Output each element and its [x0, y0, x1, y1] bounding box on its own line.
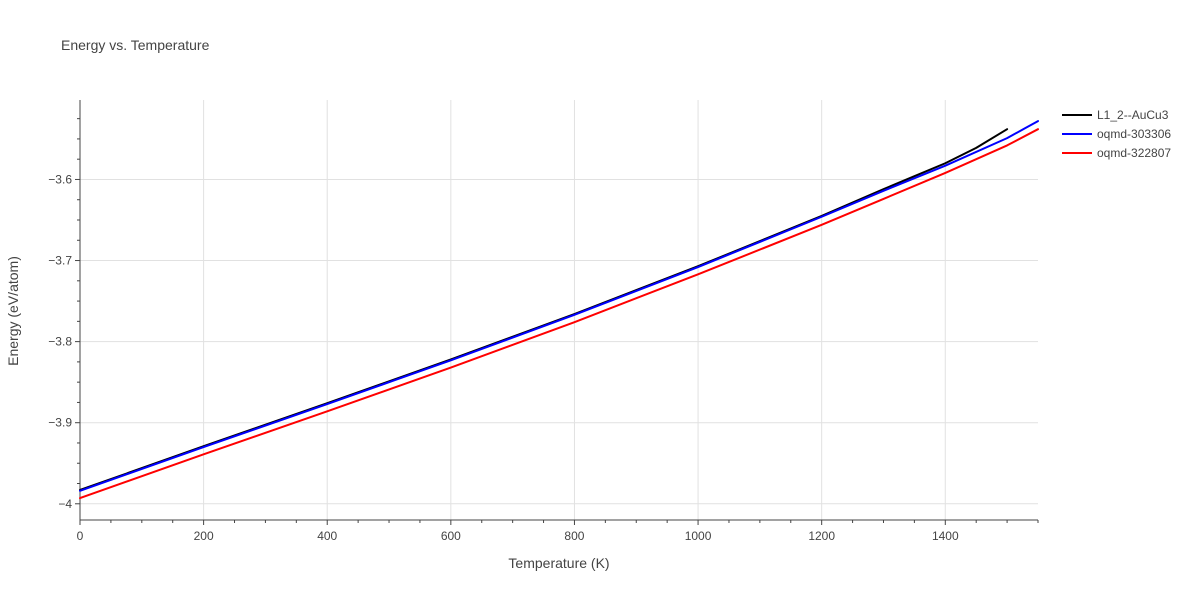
y-axis-title: Energy (eV/atom) [5, 256, 21, 366]
series-line-l1-2-aucu3[interactable] [79, 128, 1009, 491]
series-line-oqmd-303306[interactable] [79, 120, 1039, 492]
legend[interactable]: L1_2--AuCu3 oqmd-303306 oqmd-322807 [1062, 108, 1171, 160]
series-layer [79, 120, 1039, 500]
legend-item[interactable]: oqmd-303306 [1062, 127, 1171, 141]
legend-label: L1_2--AuCu3 [1097, 108, 1169, 122]
y-tick-label: −3.7 [48, 254, 72, 268]
x-tick-label: 200 [194, 529, 214, 543]
x-tick-label: 1200 [808, 529, 835, 543]
x-tick-label: 600 [441, 529, 461, 543]
grid-layer [80, 100, 1038, 520]
legend-label: oqmd-322807 [1097, 146, 1171, 160]
x-tick-label: 800 [564, 529, 584, 543]
x-tick-label: 1000 [685, 529, 712, 543]
axes-layer [75, 100, 1039, 525]
legend-label: oqmd-303306 [1097, 127, 1171, 141]
y-tick-label: −4 [58, 497, 72, 511]
y-tick-label: −3.9 [48, 416, 72, 430]
x-tick-label: 1400 [932, 529, 959, 543]
legend-item[interactable]: L1_2--AuCu3 [1062, 108, 1169, 122]
x-axis-title: Temperature (K) [508, 555, 609, 571]
x-tick-labels: 0 200 400 600 800 1000 1200 1400 [77, 529, 959, 543]
x-tick-label: 400 [317, 529, 337, 543]
y-tick-labels: −4 −3.9 −3.8 −3.7 −3.6 [48, 172, 72, 510]
x-tick-label: 0 [77, 529, 84, 543]
y-tick-label: −3.8 [48, 335, 72, 349]
chart-title: Energy vs. Temperature [61, 37, 210, 53]
series-line-oqmd-322807[interactable] [79, 128, 1039, 500]
legend-item[interactable]: oqmd-322807 [1062, 146, 1171, 160]
y-tick-label: −3.6 [48, 172, 72, 186]
